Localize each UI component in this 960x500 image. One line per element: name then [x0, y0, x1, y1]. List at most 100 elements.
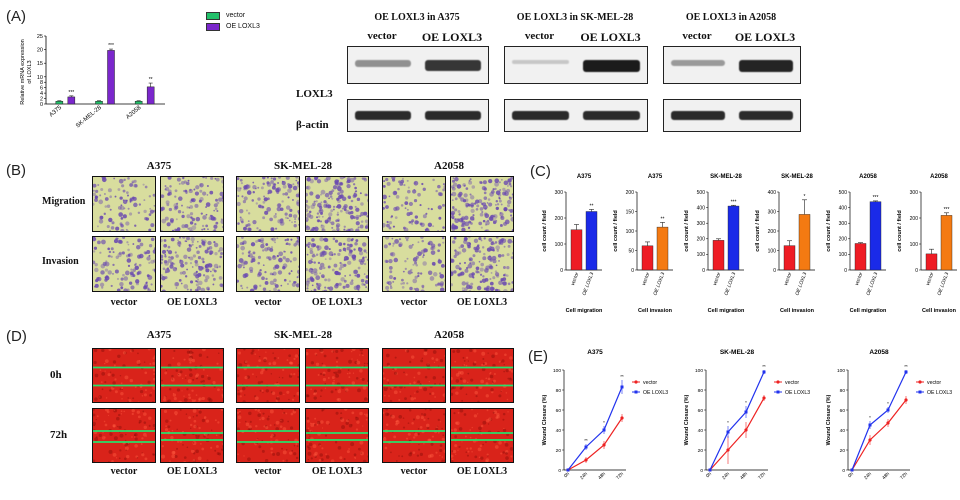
wound-texture-dot [148, 424, 151, 427]
transwell-cell-dot [464, 221, 470, 227]
wound-texture-dot [104, 423, 108, 427]
transwell-cell-dot [108, 250, 112, 254]
transwell-cell-dot [213, 203, 218, 208]
transwell-cell-dot [444, 279, 445, 282]
wound-texture-dot [173, 349, 176, 353]
transwell-cell-dot [276, 237, 279, 240]
transwell-cell-dot [451, 258, 455, 263]
blot-row-label-loxl3: LOXL3 [296, 88, 333, 100]
panel-c-x-tick-label: vector [712, 271, 722, 286]
wound-texture-dot [482, 357, 485, 360]
transwell-row-label-invasion: Invasion [42, 256, 79, 267]
wound-texture-dot [239, 395, 242, 398]
transwell-cells [306, 237, 368, 291]
transwell-cell-dot [366, 223, 368, 226]
transwell-cell-dot [360, 202, 364, 206]
wound-texture-dot [505, 450, 509, 454]
wound-texture-dot [307, 446, 311, 451]
wound-texture-dot [121, 388, 124, 391]
wound-texture-dot [442, 393, 445, 397]
panel-c-bar [925, 253, 938, 271]
transwell-cell-dot [490, 246, 495, 251]
transwell-cell-dot [241, 195, 244, 198]
transwell-cell-dot [202, 260, 205, 264]
wound-texture-dot [248, 411, 252, 416]
wound-texture-dot [174, 454, 178, 458]
transwell-cell-dot [189, 229, 194, 231]
wound-texture-dot [471, 401, 472, 402]
transwell-cell-dot [501, 240, 504, 242]
transwell-cell-dot [262, 200, 266, 204]
transwell-cell-dot [364, 219, 368, 224]
transwell-cell-dot [170, 256, 174, 260]
panel-e-title: A2058 [869, 349, 889, 356]
wound-texture-dot [119, 449, 122, 452]
transwell-cell-dot [179, 237, 182, 239]
wound-texture-dot [288, 374, 293, 378]
wound-texture-dot [443, 399, 445, 402]
panel-e-sig: * [887, 401, 889, 406]
transwell-cell-dot [506, 188, 511, 193]
wound-texture-dot [101, 349, 105, 353]
panel-c-sig: ** [590, 203, 594, 209]
transwell-cell-dot [506, 204, 511, 208]
wound-texture-dot [192, 448, 194, 451]
wound-texture-dot [321, 447, 324, 450]
transwell-cell-dot [271, 273, 274, 276]
transwell-cell-dot [182, 237, 186, 239]
wound-texture-dot [189, 373, 193, 377]
transwell-cell-dot [451, 270, 454, 274]
transwell-cell-dot [93, 237, 97, 242]
transwell-cell-dot [197, 278, 199, 281]
wound-texture-dot [418, 443, 420, 446]
panel-e-x-tick-label: 48h [739, 471, 749, 481]
wound-texture-dot [278, 391, 283, 395]
wound-texture-dot [505, 456, 509, 460]
transwell-cell-dot [152, 193, 155, 197]
transwell-cell-dot [359, 260, 364, 265]
wound-texture-dot [455, 453, 457, 455]
transwell-cell-dot [368, 188, 369, 191]
transwell-cell-dot [469, 216, 475, 221]
transwell-cell-dot [451, 224, 457, 230]
transwell-cell-dot [275, 227, 278, 230]
transwell-cell-dot [319, 266, 323, 270]
transwell-cell-dot [355, 228, 360, 231]
wound-texture-dot [253, 402, 254, 403]
transwell-cell-dot [509, 208, 513, 213]
transwell-cell-dot [195, 270, 198, 274]
wound-texture-dot [498, 360, 502, 363]
wound-texture-dot [325, 455, 330, 459]
wound-texture-dot [206, 356, 209, 359]
wound-texture-dot [179, 409, 182, 411]
transwell-cell-dot [130, 273, 135, 278]
transwell-cell-dot [238, 258, 244, 263]
transwell-cell-dot [297, 193, 299, 198]
transwell-cell-dot [298, 211, 299, 215]
wound-col-label: OE LOXL3 [456, 466, 508, 477]
wound-texture-dot [251, 349, 255, 353]
wound-texture-dot [93, 459, 96, 462]
transwell-cell-dot [137, 254, 142, 259]
transwell-cell-dot [432, 225, 435, 228]
transwell-cell-dot [100, 188, 104, 192]
transwell-cell-dot [196, 290, 200, 291]
wound-texture-dot [507, 377, 510, 380]
transwell-cell-dot [190, 237, 195, 242]
transwell-cell-dot [237, 187, 242, 192]
wound-texture-dot [366, 381, 368, 385]
transwell-cell-dot [329, 195, 333, 198]
wound-texture-dot [250, 351, 254, 355]
wound-texture-dot [485, 377, 488, 380]
transwell-cell-dot [194, 288, 199, 291]
transwell-cell-dot [132, 274, 136, 278]
wound-texture-dot [386, 362, 390, 366]
wound-texture-dot [223, 402, 224, 403]
wound-texture-dot [508, 368, 512, 372]
transwell-cell-dot [335, 282, 339, 287]
wound-texture-dot [319, 349, 324, 352]
panel-c-bar [940, 215, 953, 271]
wound-texture-dot [178, 400, 182, 402]
